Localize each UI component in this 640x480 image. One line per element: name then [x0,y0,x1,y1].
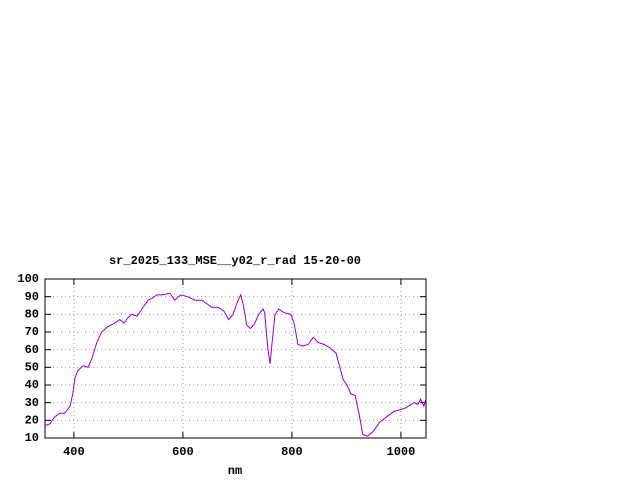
x-tick-label: 1000 [387,445,416,459]
x-tick-label: 600 [172,445,194,459]
x-axis-label: nm [228,464,242,478]
y-tick-label: 40 [25,378,39,392]
plot-border [44,278,427,439]
y-tick-label: 100 [17,272,39,286]
y-tick-label: 80 [25,308,39,322]
y-tick-label: 30 [25,396,39,410]
y-tick-label: 90 [25,290,39,304]
y-tick-label: 60 [25,343,39,357]
y-tick-label: 10 [25,431,39,445]
y-tick-label: 50 [25,361,39,375]
y-tick-label: 70 [25,325,39,339]
y-tick-label: 20 [25,414,39,428]
x-tick-label: 800 [281,445,303,459]
data-line [44,292,427,437]
chart-title: sr_2025_133_MSE__y02_r_rad 15-20-00 [109,254,361,268]
x-tick-label: 400 [63,445,85,459]
